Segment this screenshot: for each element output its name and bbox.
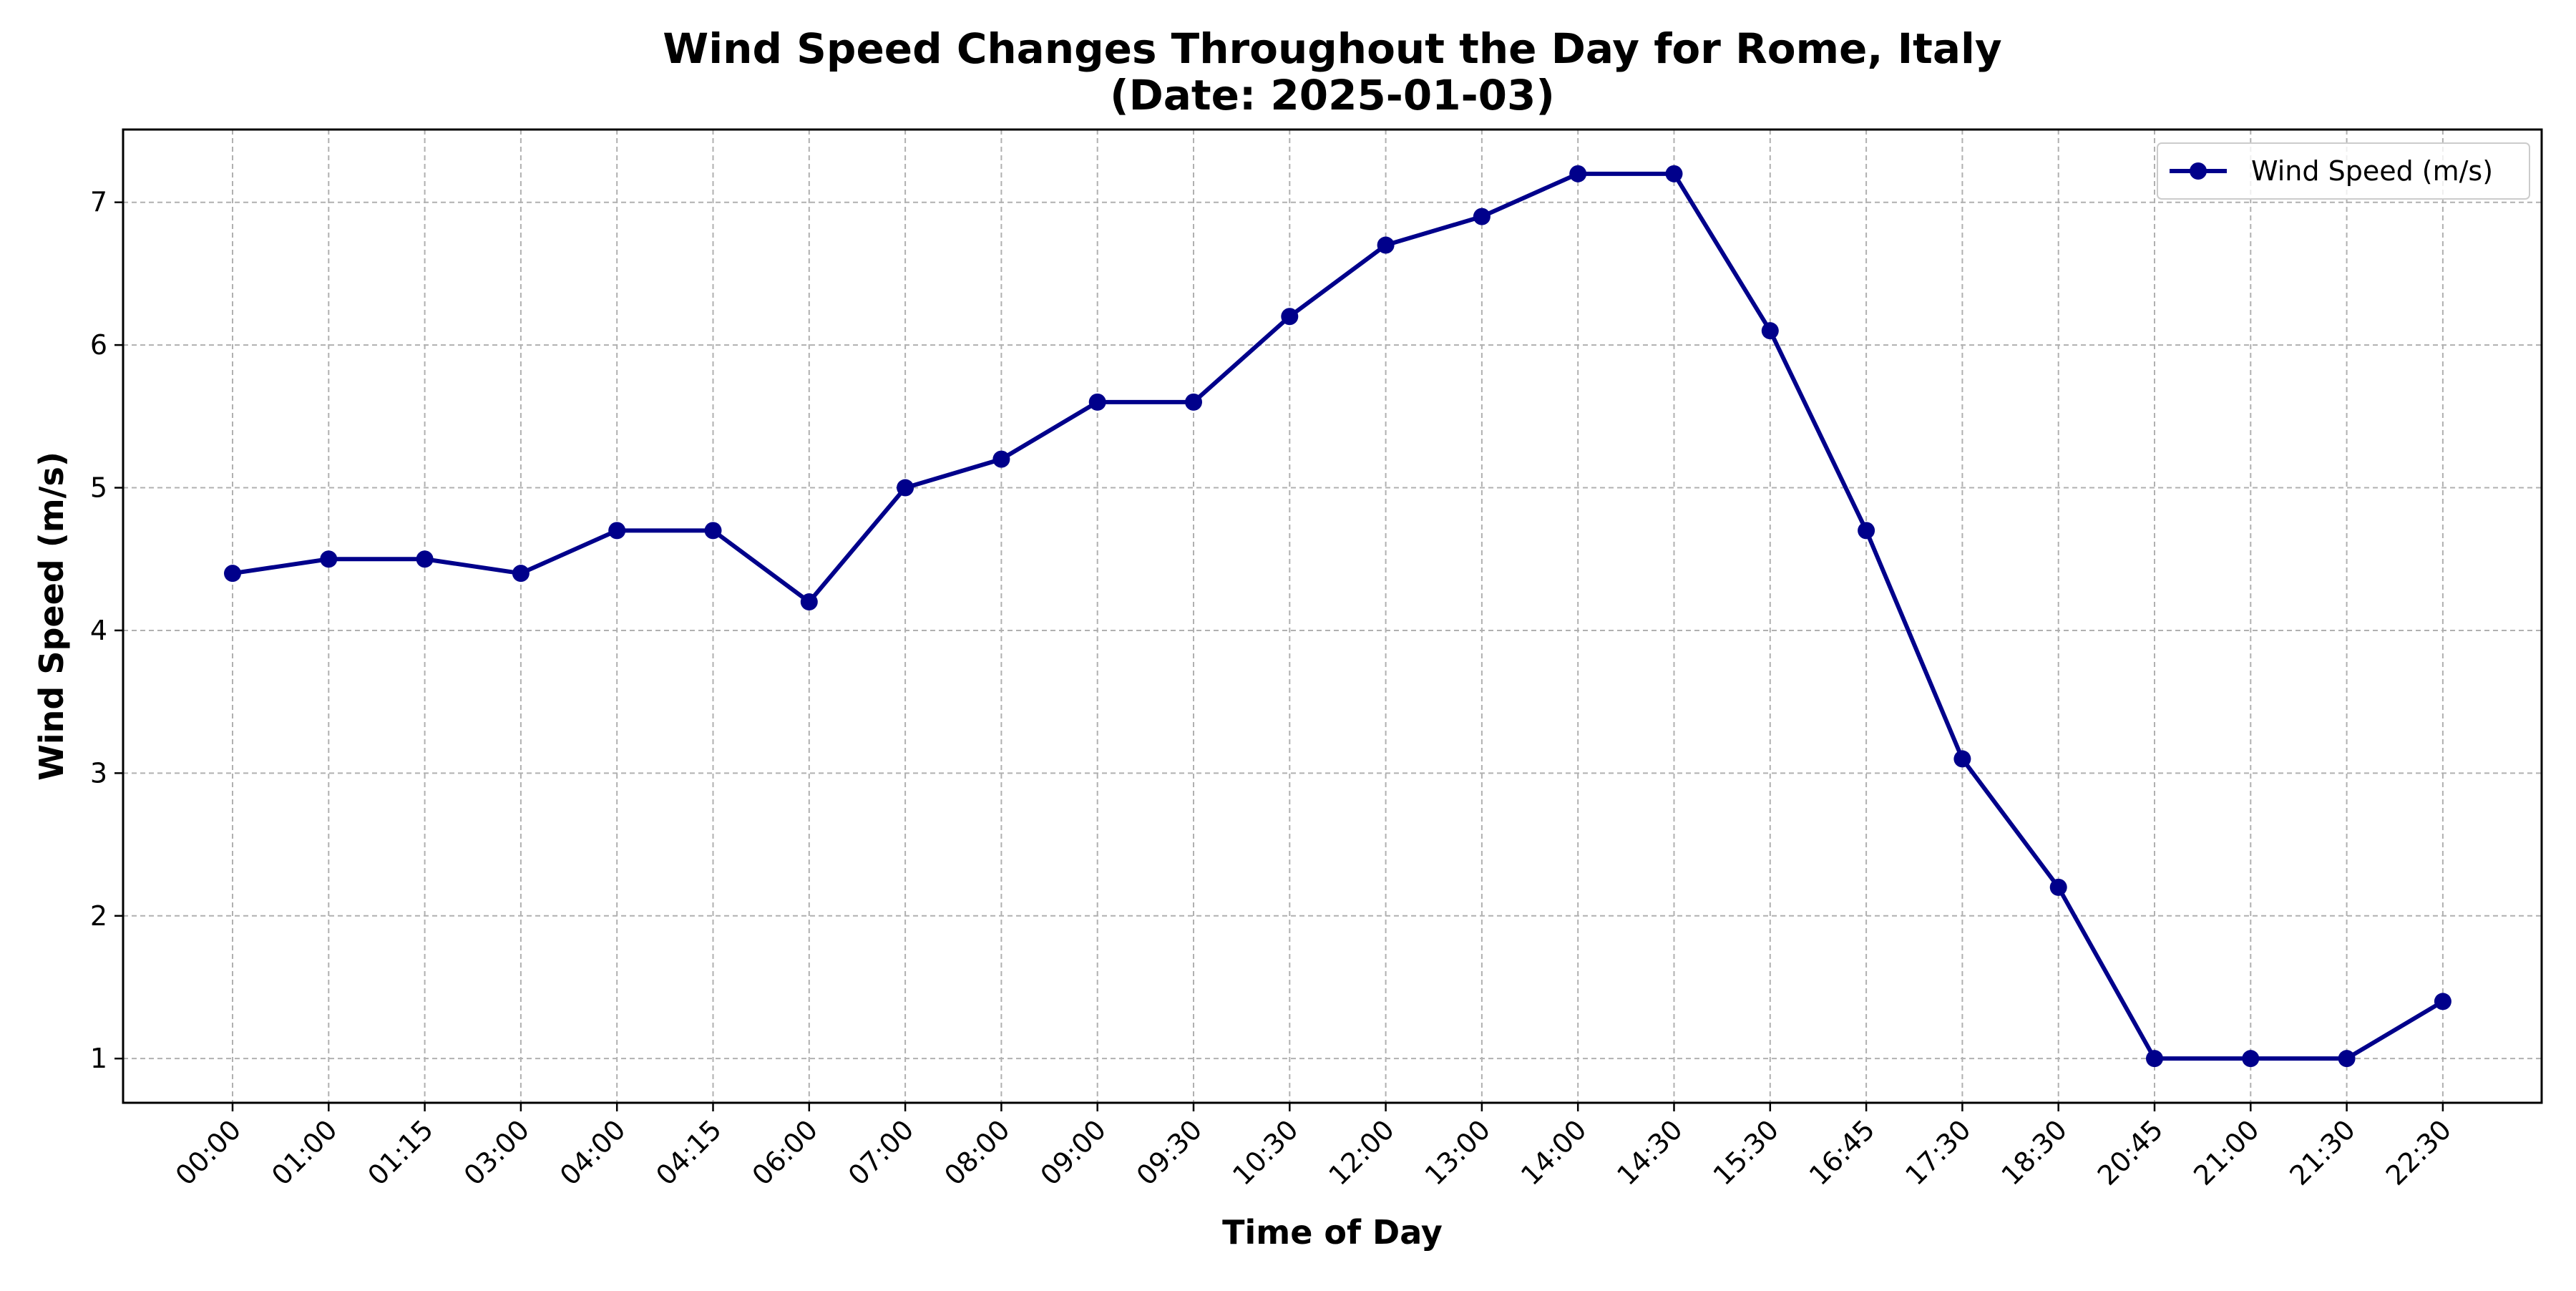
x-tick-label: 20:45 — [2092, 1114, 2170, 1192]
x-tick-label: 15:30 — [1707, 1114, 1785, 1192]
x-tick-label: 01:15 — [361, 1114, 439, 1192]
grid — [123, 130, 2542, 1103]
x-tick-label: 17:30 — [1899, 1114, 1977, 1192]
data-point-marker — [2338, 1050, 2356, 1068]
legend-box — [2157, 142, 2530, 200]
y-tick-label: 3 — [90, 757, 107, 789]
data-point-marker — [1088, 393, 1106, 411]
x-tick-label: 22:30 — [2380, 1114, 2458, 1192]
data-point-marker — [416, 550, 434, 568]
x-axis-ticks: 00:00 01:00 01:15 03:00 04:00 04:15 06:00 07:00… — [170, 1103, 2457, 1192]
x-tick-label: 01:00 — [265, 1114, 343, 1192]
data-point-marker — [1858, 522, 1875, 540]
data-point-marker — [512, 565, 530, 583]
y-tick-label: 6 — [90, 329, 107, 361]
data-point-marker — [897, 479, 914, 497]
x-tick-label: 08:00 — [938, 1114, 1016, 1192]
x-tick-label: 16:45 — [1803, 1114, 1881, 1192]
y-tick-label: 2 — [90, 900, 107, 932]
data-point-marker — [320, 550, 338, 568]
chart-title: Wind Speed Changes Throughout the Day fo… — [663, 24, 2001, 73]
y-axis-ticks: 1 2 3 4 5 6 7 — [90, 187, 123, 1074]
data-point-marker — [2434, 993, 2451, 1010]
y-tick-label: 4 — [90, 615, 107, 646]
data-point-marker — [1953, 750, 1971, 768]
chart-title-group: Wind Speed Changes Throughout the Day fo… — [663, 24, 2001, 120]
x-tick-label: 18:30 — [1996, 1114, 2074, 1192]
y-tick-label: 7 — [90, 187, 107, 218]
data-point-marker — [224, 565, 241, 583]
chart-subtitle: (Date: 2025-01-03) — [1110, 71, 1555, 120]
x-tick-label: 10:30 — [1226, 1114, 1304, 1192]
y-axis-label: Wind Speed (m/s) — [32, 452, 71, 781]
x-tick-label: 09:00 — [1035, 1114, 1113, 1192]
y-tick-label: 1 — [90, 1043, 107, 1074]
y-tick-label: 5 — [90, 472, 107, 504]
x-tick-label: 13:00 — [1419, 1114, 1497, 1192]
data-point-marker — [704, 522, 722, 540]
data-point-marker — [1473, 208, 1491, 225]
x-tick-label: 00:00 — [170, 1114, 248, 1192]
x-tick-label: 21:00 — [2187, 1114, 2265, 1192]
data-series — [224, 165, 2451, 1068]
x-tick-label: 12:00 — [1322, 1114, 1400, 1192]
data-point-marker — [1665, 165, 1683, 182]
legend-marker-swatch — [2190, 162, 2207, 180]
data-point-marker — [1377, 236, 1395, 254]
series-line — [232, 171, 2444, 1061]
data-point-marker — [2146, 1050, 2163, 1068]
x-axis-label: Time of Day — [1222, 1213, 1443, 1252]
data-point-marker — [1185, 393, 1202, 411]
x-tick-label: 09:30 — [1131, 1114, 1209, 1192]
data-point-marker — [992, 450, 1010, 468]
data-point-marker — [2242, 1050, 2260, 1068]
x-tick-label: 07:00 — [842, 1114, 920, 1192]
x-tick-label: 21:30 — [2283, 1114, 2361, 1192]
data-point-marker — [1281, 308, 1299, 326]
x-tick-label: 14:00 — [1515, 1114, 1593, 1192]
data-point-marker — [2049, 878, 2067, 896]
x-tick-label: 14:30 — [1611, 1114, 1689, 1192]
data-point-marker — [800, 593, 818, 611]
plot-area-frame — [122, 128, 2543, 1104]
legend-label: Wind Speed (m/s) — [2251, 155, 2493, 187]
x-tick-label: 06:00 — [746, 1114, 824, 1192]
data-point-marker — [608, 522, 626, 540]
legend: Wind Speed (m/s) — [2157, 142, 2530, 200]
x-tick-label: 03:00 — [458, 1114, 536, 1192]
x-tick-label: 04:00 — [554, 1114, 632, 1192]
data-point-marker — [1761, 322, 1779, 340]
data-point-marker — [1569, 165, 1587, 182]
x-tick-label: 04:15 — [650, 1114, 728, 1192]
